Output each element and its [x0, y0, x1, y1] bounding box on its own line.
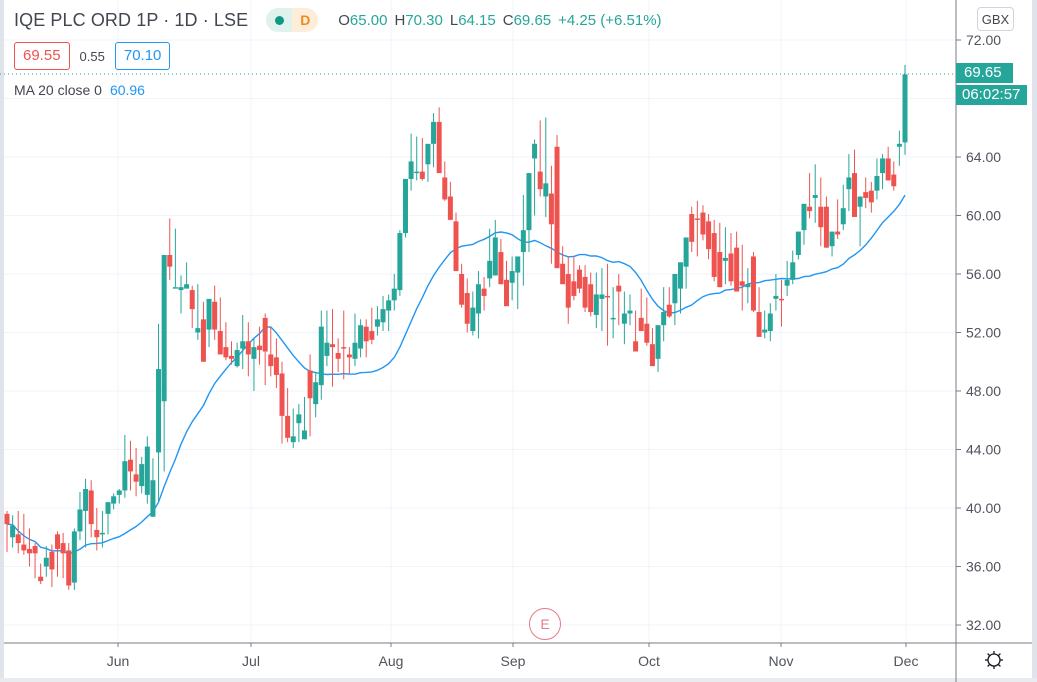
price-tick-label: 32.00	[966, 617, 1001, 633]
price-tick-label: 72.00	[966, 32, 1001, 48]
time-tick-label: Sep	[501, 653, 526, 669]
right-panel-edge	[1032, 0, 1037, 682]
price-tick-label: 56.00	[966, 266, 1001, 282]
time-axis[interactable]: Jun Jul Aug Sep Oct Nov Dec	[107, 643, 919, 669]
high-label: H	[394, 11, 406, 29]
time-tick-label: Dec	[894, 653, 919, 669]
open-value: 65.00	[349, 11, 388, 29]
buy-ask-button[interactable]: 70.10	[114, 42, 171, 70]
left-toolbar-edge	[0, 0, 4, 682]
currency-button[interactable]: GBX	[977, 7, 1014, 31]
indicator-legend[interactable]: MA 20 close 0 60.96	[14, 82, 145, 98]
earnings-marker[interactable]: E	[529, 608, 561, 640]
candlestick-series	[4, 64, 908, 590]
ma-indicator-label: MA 20 close 0	[14, 82, 102, 98]
time-tick-label: Jun	[107, 653, 130, 669]
price-tick-label: 36.00	[966, 559, 1001, 575]
price-tick-label: 60.00	[966, 208, 1001, 224]
price-tick-label: 40.00	[966, 500, 1001, 516]
last-price-label: 69.65	[956, 63, 1013, 83]
gear-icon	[985, 651, 1003, 669]
chart-settings-button[interactable]	[983, 649, 1005, 671]
ohlc-values: O65.00 H70.30 L64.15 C69.65 +4.25 (+6.51…	[338, 12, 661, 29]
time-tick-label: Aug	[379, 653, 404, 669]
price-tick-label: 44.00	[966, 442, 1001, 458]
open-label: O	[338, 11, 350, 29]
grid-lines	[4, 0, 956, 643]
high-value: 70.30	[405, 11, 443, 29]
spread-value: 0.55	[79, 48, 105, 64]
time-tick-label: Nov	[769, 653, 794, 669]
market-open-indicator	[266, 8, 293, 32]
chart-legend: IQE PLC ORD 1P · 1D · LSE D O65.00 H70.3…	[14, 8, 662, 32]
price-tick-label: 64.00	[966, 149, 1001, 165]
bar-countdown-label: 06:02:57	[956, 85, 1027, 105]
low-value: 64.15	[458, 11, 496, 29]
sell-bid-button[interactable]: 69.55	[14, 42, 70, 70]
price-tick-label: 48.00	[966, 383, 1001, 399]
market-status-pill[interactable]: D	[266, 8, 319, 32]
low-label: L	[449, 11, 459, 29]
close-label: C	[502, 11, 514, 29]
bottom-panel-edge	[0, 678, 1037, 682]
change-value: +4.25 (+6.51%)	[558, 11, 662, 29]
price-axis[interactable]: 72.00 64.00 60.00 56.00 52.00 48.00 44.00 40.00…	[956, 32, 1001, 633]
price-tick-label: 52.00	[966, 325, 1001, 341]
ma-indicator-value: 60.96	[109, 82, 145, 98]
delayed-data-badge: D	[292, 8, 319, 32]
close-value: 69.65	[513, 11, 552, 29]
status-dot-icon	[274, 15, 284, 25]
time-tick-label: Jul	[242, 653, 260, 669]
bid-ask-row: 69.55 0.55 70.10	[14, 42, 171, 70]
time-tick-label: Oct	[638, 653, 660, 669]
symbol-title[interactable]: IQE PLC ORD 1P · 1D · LSE	[14, 9, 249, 30]
